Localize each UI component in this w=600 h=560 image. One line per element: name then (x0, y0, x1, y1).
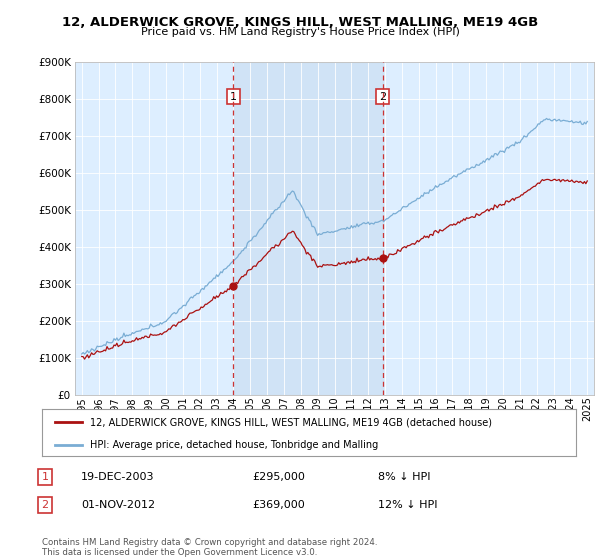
Text: HPI: Average price, detached house, Tonbridge and Malling: HPI: Average price, detached house, Tonb… (90, 440, 379, 450)
Text: £295,000: £295,000 (252, 472, 305, 482)
Bar (233, 62, 383, 395)
Text: 12, ALDERWICK GROVE, KINGS HILL, WEST MALLING, ME19 4GB (detached house): 12, ALDERWICK GROVE, KINGS HILL, WEST MA… (90, 417, 492, 427)
Text: 2: 2 (379, 92, 386, 101)
Text: 12, ALDERWICK GROVE, KINGS HILL, WEST MALLING, ME19 4GB: 12, ALDERWICK GROVE, KINGS HILL, WEST MA… (62, 16, 538, 29)
Text: 1: 1 (230, 92, 237, 101)
Text: 2: 2 (41, 500, 49, 510)
Text: 01-NOV-2012: 01-NOV-2012 (81, 500, 155, 510)
Text: Price paid vs. HM Land Registry's House Price Index (HPI): Price paid vs. HM Land Registry's House … (140, 27, 460, 37)
Text: 19-DEC-2003: 19-DEC-2003 (81, 472, 155, 482)
Text: £369,000: £369,000 (252, 500, 305, 510)
Text: Contains HM Land Registry data © Crown copyright and database right 2024.
This d: Contains HM Land Registry data © Crown c… (42, 538, 377, 557)
Text: 1: 1 (41, 472, 49, 482)
Text: 8% ↓ HPI: 8% ↓ HPI (378, 472, 431, 482)
Text: 12% ↓ HPI: 12% ↓ HPI (378, 500, 437, 510)
